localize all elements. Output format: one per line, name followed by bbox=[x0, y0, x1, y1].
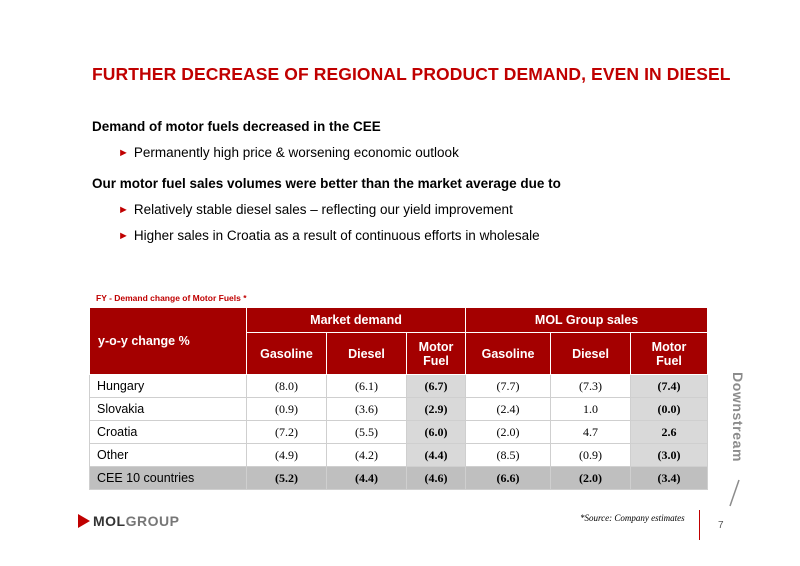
table-cell: (3.6) bbox=[326, 397, 407, 421]
table-cell: 4.7 bbox=[550, 420, 632, 444]
table-cell: (4.2) bbox=[326, 443, 407, 467]
table-cell: (5.5) bbox=[326, 420, 407, 444]
slide-title: FURTHER DECREASE OF REGIONAL PRODUCT DEM… bbox=[92, 64, 731, 84]
table-group-header-row: y-o-y change % Market demand MOL Group s… bbox=[89, 307, 709, 375]
logo-suffix: GROUP bbox=[125, 513, 180, 529]
logo-triangle-icon bbox=[78, 514, 90, 528]
demand-table: y-o-y change % Market demand MOL Group s… bbox=[89, 307, 709, 490]
corner-header: y-o-y change % bbox=[89, 307, 247, 375]
table-cell: (3.0) bbox=[630, 443, 709, 467]
col-header: Diesel bbox=[326, 332, 407, 375]
row-label: Slovakia bbox=[89, 397, 247, 421]
col-header: Gasoline bbox=[465, 332, 552, 375]
table-cell: (8.5) bbox=[465, 443, 552, 467]
col-header-text: Motor Fuel bbox=[651, 339, 687, 368]
page-number: 7 bbox=[718, 520, 724, 531]
col-header: Motor Fuel bbox=[630, 332, 709, 375]
source-note: *Source: Company estimates bbox=[580, 513, 685, 523]
col-header-text: Motor Fuel bbox=[418, 339, 454, 368]
triangle-bullet-icon: ► bbox=[118, 204, 129, 216]
bullet-item-2: ► Relatively stable diesel sales – reflec… bbox=[118, 201, 732, 219]
table-cell: (4.6) bbox=[405, 466, 467, 490]
bullet-heading-2: Our motor fuel sales volumes were better… bbox=[92, 176, 561, 191]
table-row: Croatia (7.2) (5.5) (6.0) (2.0) 4.7 2.6 bbox=[89, 420, 709, 444]
table-row: Slovakia (0.9) (3.6) (2.9) (2.4) 1.0 (0.… bbox=[89, 397, 709, 421]
row-label: CEE 10 countries bbox=[89, 466, 247, 490]
mol-group-sales-header: MOL Group sales bbox=[465, 307, 709, 333]
triangle-bullet-icon: ► bbox=[118, 230, 129, 242]
section-slash-icon bbox=[729, 479, 740, 507]
table-cell: 2.6 bbox=[630, 420, 709, 444]
table-cell: (4.4) bbox=[326, 466, 407, 490]
table-cell: (7.4) bbox=[630, 374, 709, 398]
bullet-item-3: ► Higher sales in Croatia as a result of … bbox=[118, 227, 732, 245]
table-cell: (0.0) bbox=[630, 397, 709, 421]
logo-text: MOLGROUP bbox=[93, 513, 179, 529]
bullet-item-1: ► Permanently high price & worsening econ… bbox=[118, 144, 732, 162]
row-label: Other bbox=[89, 443, 247, 467]
table-cell: (4.4) bbox=[405, 443, 467, 467]
table-caption: FY - Demand change of Motor Fuels * bbox=[96, 293, 247, 303]
table-cell: (6.1) bbox=[326, 374, 407, 398]
table-row: Hungary (8.0) (6.1) (6.7) (7.7) (7.3) (7… bbox=[89, 374, 709, 398]
col-header: Diesel bbox=[550, 332, 632, 375]
mol-group-logo: MOLGROUP bbox=[78, 513, 179, 529]
table-cell: (6.7) bbox=[405, 374, 467, 398]
table-cell: (2.0) bbox=[550, 466, 632, 490]
bullet-item-2-text: Relatively stable diesel sales – reflect… bbox=[133, 202, 513, 217]
table-cell: (6.0) bbox=[405, 420, 467, 444]
table-cell: (2.0) bbox=[465, 420, 552, 444]
col-header: Motor Fuel bbox=[405, 332, 467, 375]
table-cell: (0.9) bbox=[550, 443, 632, 467]
bullet-heading-1: Demand of motor fuels decreased in the C… bbox=[92, 119, 381, 134]
col-header: Gasoline bbox=[246, 332, 327, 375]
table-cell: (7.7) bbox=[465, 374, 552, 398]
table-cell: (3.4) bbox=[630, 466, 709, 490]
table-cell: 1.0 bbox=[550, 397, 632, 421]
table-cell: (2.9) bbox=[405, 397, 467, 421]
row-label: Croatia bbox=[89, 420, 247, 444]
row-label: Hungary bbox=[89, 374, 247, 398]
table-row: Other (4.9) (4.2) (4.4) (8.5) (0.9) (3.0… bbox=[89, 443, 709, 467]
table-cell: (0.9) bbox=[246, 397, 327, 421]
table-cell: (8.0) bbox=[246, 374, 327, 398]
footer-divider bbox=[699, 510, 700, 540]
table-column-header-row: Gasoline Diesel Motor Fuel Gasoline Dies… bbox=[90, 332, 709, 375]
table-cell: (5.2) bbox=[246, 466, 327, 490]
table-cell: (6.6) bbox=[465, 466, 552, 490]
table-cell: (7.2) bbox=[246, 420, 327, 444]
table-cell: (2.4) bbox=[465, 397, 552, 421]
table-cell: (4.9) bbox=[246, 443, 327, 467]
bullet-item-3-text: Higher sales in Croatia as a result of c… bbox=[133, 228, 540, 243]
logo-prefix: MOL bbox=[93, 513, 126, 529]
bullet-item-1-text: Permanently high price & worsening econo… bbox=[133, 145, 459, 160]
triangle-bullet-icon: ► bbox=[118, 147, 129, 159]
bullet-list: Demand of motor fuels decreased in the C… bbox=[92, 118, 732, 245]
section-label: Downstream bbox=[730, 372, 746, 463]
market-demand-header: Market demand bbox=[245, 307, 467, 333]
table-cell: (7.3) bbox=[550, 374, 632, 398]
table-total-row: CEE 10 countries (5.2) (4.4) (4.6) (6.6)… bbox=[89, 466, 709, 490]
